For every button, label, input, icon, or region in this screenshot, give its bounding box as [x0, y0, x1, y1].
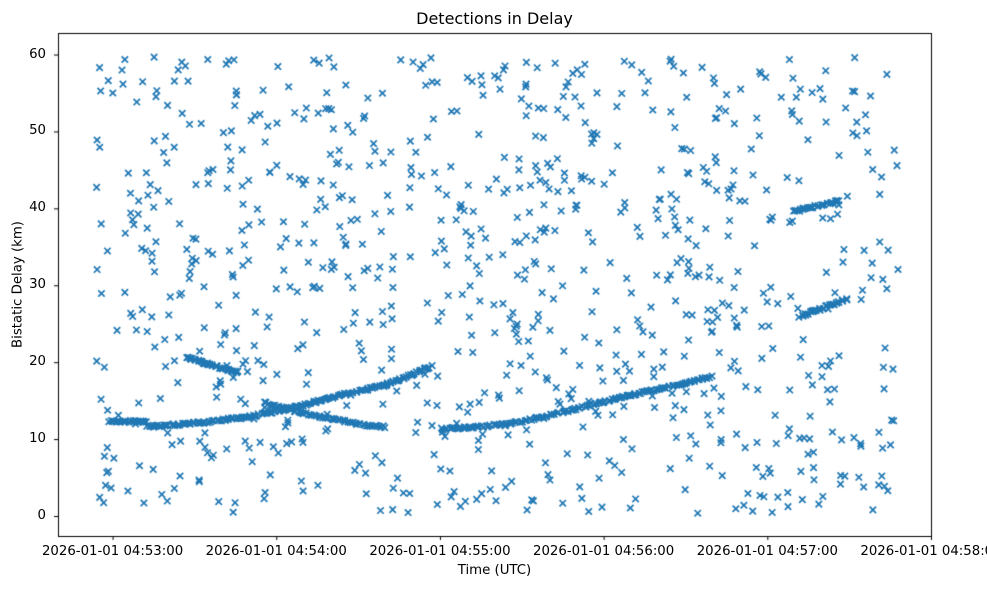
y-tick-label: 30 [29, 277, 46, 293]
y-tick-label: 60 [29, 46, 46, 62]
x-tick-label: 2026-01-01 04:56:00 [533, 544, 675, 559]
y-tick-label: 10 [29, 431, 46, 447]
x-tick-label: 2026-01-01 04:54:00 [205, 544, 347, 559]
x-tick-label: 2026-01-01 04:57:00 [696, 544, 838, 559]
y-tick-label: 50 [29, 123, 46, 139]
x-tick-label: 2026-01-01 04:58:00 [860, 544, 987, 559]
y-tick-label: 0 [37, 508, 46, 523]
x-axis-label: Time (UTC) [457, 563, 532, 578]
chart-title: Detections in Delay [416, 9, 573, 28]
y-tick-label: 20 [29, 354, 46, 370]
y-tick-label: 40 [29, 200, 46, 216]
x-tick-label: 2026-01-01 04:55:00 [369, 544, 511, 559]
x-tick-label: 2026-01-01 04:53:00 [41, 544, 184, 559]
